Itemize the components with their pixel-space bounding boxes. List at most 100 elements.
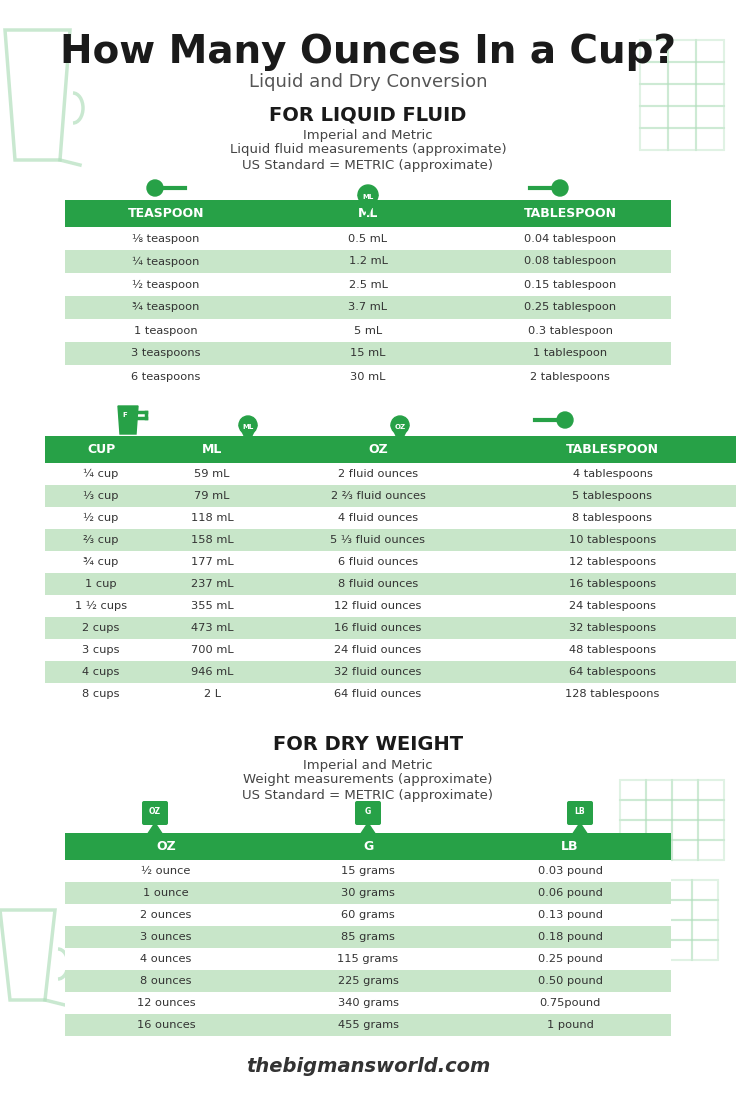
Text: 946 mL: 946 mL xyxy=(191,667,233,677)
Text: 5 tablespoons: 5 tablespoons xyxy=(573,491,653,501)
Text: 1.2 mL: 1.2 mL xyxy=(349,256,387,266)
Bar xyxy=(65,882,671,904)
Bar xyxy=(620,820,646,840)
Bar xyxy=(65,904,671,926)
Text: 79 mL: 79 mL xyxy=(194,491,230,501)
Bar xyxy=(640,128,668,150)
Text: TABLESPOON: TABLESPOON xyxy=(523,208,617,220)
Text: 10 tablespoons: 10 tablespoons xyxy=(569,535,656,545)
Bar xyxy=(640,106,668,128)
Circle shape xyxy=(239,416,257,434)
Bar xyxy=(65,296,671,319)
Text: Weight measurements (approximate): Weight measurements (approximate) xyxy=(244,774,492,786)
Circle shape xyxy=(391,416,409,434)
Bar xyxy=(65,365,671,388)
Text: 60 grams: 60 grams xyxy=(341,910,395,920)
Bar xyxy=(45,485,736,507)
Text: Liquid and Dry Conversion: Liquid and Dry Conversion xyxy=(249,73,487,91)
Text: 59 mL: 59 mL xyxy=(194,469,230,479)
Bar xyxy=(692,880,718,900)
Text: ML: ML xyxy=(242,424,254,429)
Bar xyxy=(65,342,671,365)
Text: 12 fluid ounces: 12 fluid ounces xyxy=(334,601,422,611)
Text: 30 grams: 30 grams xyxy=(341,888,395,898)
Text: 48 tablespoons: 48 tablespoons xyxy=(569,645,656,655)
Text: Liquid fluid measurements (approximate): Liquid fluid measurements (approximate) xyxy=(230,144,506,157)
Text: 5 ⅓ fluid ounces: 5 ⅓ fluid ounces xyxy=(330,535,425,545)
Bar xyxy=(640,940,666,960)
Circle shape xyxy=(358,185,378,205)
FancyBboxPatch shape xyxy=(142,802,168,825)
Bar xyxy=(65,948,671,970)
Bar xyxy=(65,926,671,948)
Bar xyxy=(620,800,646,820)
Bar xyxy=(646,800,672,820)
Polygon shape xyxy=(147,822,163,835)
Bar xyxy=(646,820,672,840)
Bar xyxy=(620,840,646,860)
Text: 4 fluid ounces: 4 fluid ounces xyxy=(338,513,418,523)
Text: 177 mL: 177 mL xyxy=(191,558,233,567)
Text: ⅛ teaspoon: ⅛ teaspoon xyxy=(132,234,199,244)
Text: 0.08 tablespoon: 0.08 tablespoon xyxy=(524,256,616,266)
Text: 24 tablespoons: 24 tablespoons xyxy=(569,601,656,611)
Text: 1 teaspoon: 1 teaspoon xyxy=(134,326,198,336)
Bar xyxy=(668,128,696,150)
Bar xyxy=(65,1013,671,1036)
Bar xyxy=(45,639,736,661)
Bar xyxy=(45,529,736,551)
Text: 16 fluid ounces: 16 fluid ounces xyxy=(334,623,422,633)
Text: 30 mL: 30 mL xyxy=(350,372,386,382)
Text: OZ: OZ xyxy=(394,424,406,429)
Text: 3 teaspoons: 3 teaspoons xyxy=(131,349,201,359)
Text: 12 tablespoons: 12 tablespoons xyxy=(569,558,656,567)
Text: 1 pound: 1 pound xyxy=(547,1020,593,1030)
Bar xyxy=(65,227,671,250)
Text: 0.03 pound: 0.03 pound xyxy=(537,866,603,875)
Bar xyxy=(646,840,672,860)
Bar xyxy=(668,40,696,62)
Text: 237 mL: 237 mL xyxy=(191,578,233,590)
Text: 1 ounce: 1 ounce xyxy=(144,888,189,898)
Text: 2 ounces: 2 ounces xyxy=(141,910,191,920)
Bar xyxy=(692,940,718,960)
Text: 128 tablespoons: 128 tablespoons xyxy=(565,689,659,699)
Bar xyxy=(672,781,698,800)
Bar xyxy=(696,128,724,150)
Text: 3 ounces: 3 ounces xyxy=(141,932,192,942)
Text: G: G xyxy=(365,807,371,817)
Text: 115 grams: 115 grams xyxy=(337,954,399,964)
Text: OZ: OZ xyxy=(149,807,161,817)
Text: 2 cups: 2 cups xyxy=(82,623,120,633)
Text: 64 fluid ounces: 64 fluid ounces xyxy=(334,689,422,699)
Text: 0.13 pound: 0.13 pound xyxy=(537,910,603,920)
Text: CUP: CUP xyxy=(87,443,115,456)
Text: ¾ teaspoon: ¾ teaspoon xyxy=(132,302,199,312)
Text: 3.7 mL: 3.7 mL xyxy=(349,302,387,312)
Bar xyxy=(65,860,671,882)
Text: 5 mL: 5 mL xyxy=(354,326,382,336)
Bar xyxy=(65,250,671,273)
Bar xyxy=(696,106,724,128)
Bar xyxy=(45,573,736,595)
Text: ML: ML xyxy=(202,443,222,456)
Bar xyxy=(666,940,692,960)
Bar xyxy=(698,800,724,820)
Bar xyxy=(65,273,671,296)
Text: ¼ teaspoon: ¼ teaspoon xyxy=(132,256,199,266)
Text: US Standard = METRIC (approximate): US Standard = METRIC (approximate) xyxy=(242,159,494,171)
Text: F: F xyxy=(123,412,127,418)
Bar xyxy=(640,84,668,106)
Text: 0.04 tablespoon: 0.04 tablespoon xyxy=(524,234,616,244)
Text: ½ teaspoon: ½ teaspoon xyxy=(132,279,199,289)
Text: OZ: OZ xyxy=(368,443,388,456)
Bar xyxy=(65,200,671,227)
Bar xyxy=(45,683,736,705)
Text: ML: ML xyxy=(358,208,378,220)
Text: 1 tablespoon: 1 tablespoon xyxy=(533,349,607,359)
Polygon shape xyxy=(118,406,138,434)
Text: Imperial and Metric: Imperial and Metric xyxy=(303,758,433,772)
Text: ⅔ cup: ⅔ cup xyxy=(83,535,118,545)
Bar xyxy=(692,920,718,940)
Text: ML: ML xyxy=(362,194,374,200)
